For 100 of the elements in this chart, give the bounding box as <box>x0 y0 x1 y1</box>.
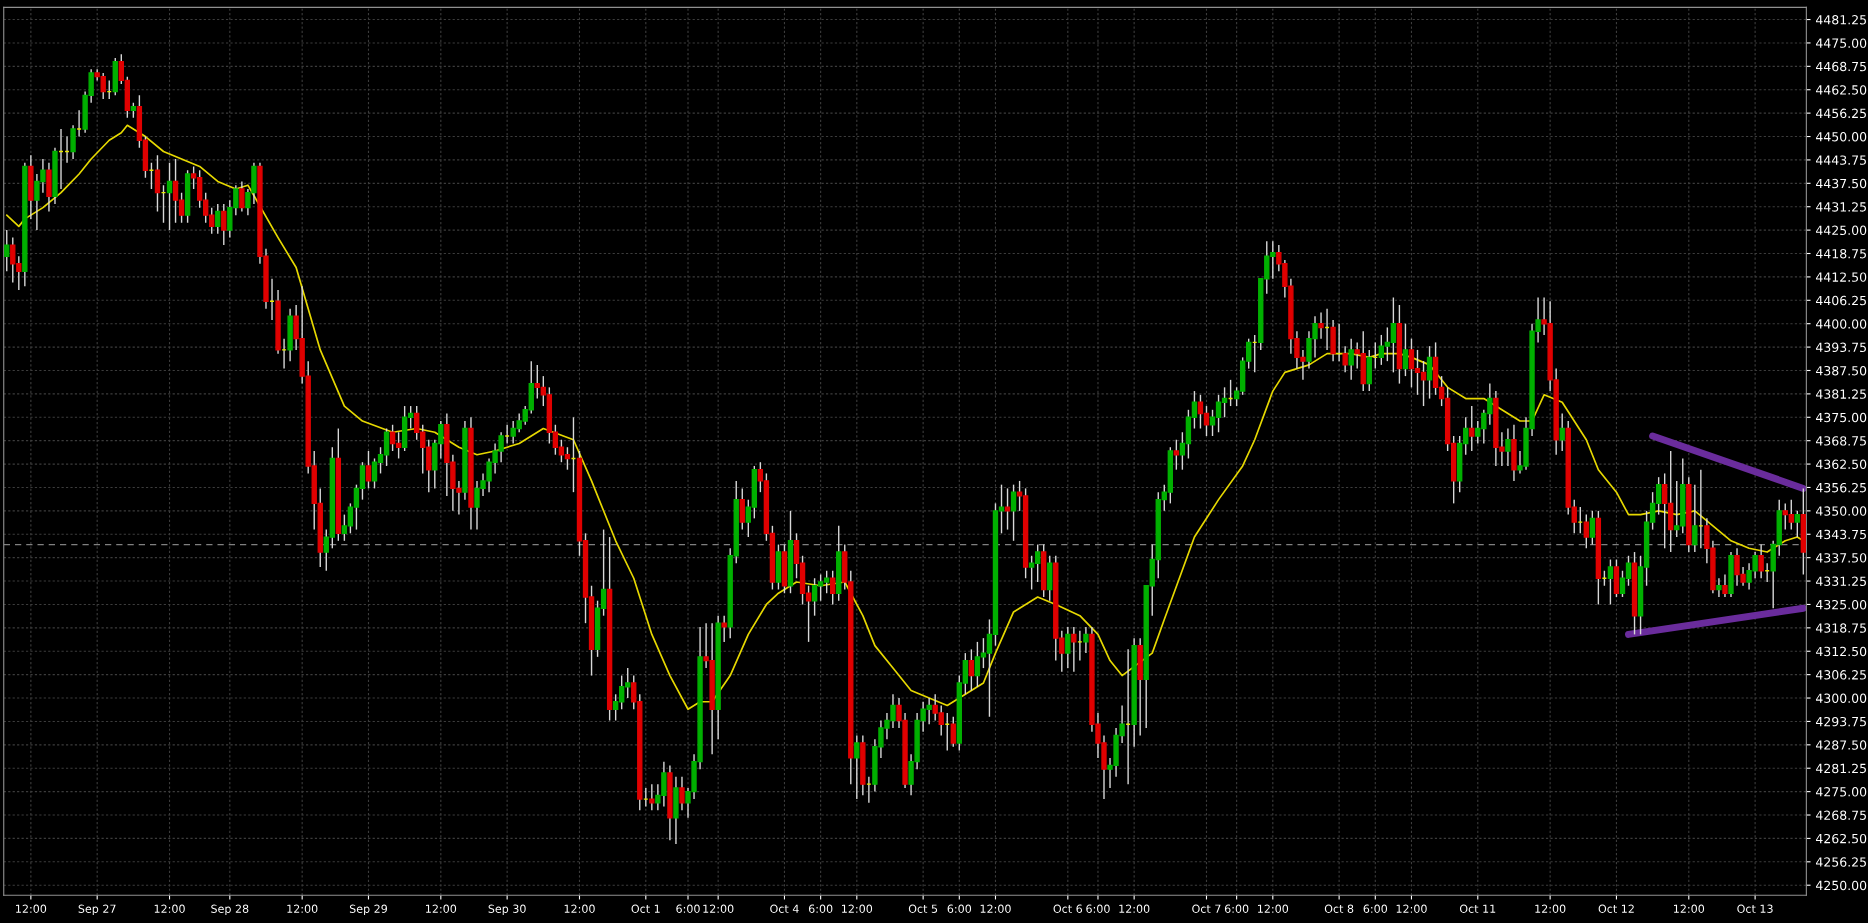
x-tick-label: 6:00 <box>1086 904 1110 913</box>
y-tick-label: 4481.25 <box>1816 15 1866 25</box>
y-tick-label: 4343.75 <box>1816 529 1866 540</box>
x-tick-label: Oct 12 <box>1598 904 1634 913</box>
x-tick-label: 12:00 <box>1674 904 1705 913</box>
candlestick <box>70 124 76 160</box>
y-tick-label: 4393.75 <box>1816 342 1866 353</box>
candlestick <box>1469 405 1475 452</box>
candlestick <box>1722 573 1728 598</box>
candlestick <box>4 229 10 272</box>
candlestick <box>154 154 161 213</box>
y-tick-label: 4262.50 <box>1816 833 1867 844</box>
x-tick-label: Oct 4 <box>770 904 799 913</box>
candlestick <box>1758 543 1764 579</box>
y-tick-label: 4400.00 <box>1816 319 1867 329</box>
x-tick-label: 12:00 <box>287 904 318 913</box>
x-tick-label: 6:00 <box>676 904 700 913</box>
x-tick-label: Oct 8 <box>1324 904 1354 913</box>
x-tick-label: 12:00 <box>980 904 1011 913</box>
candlestick <box>968 648 975 692</box>
x-tick-label: 12:00 <box>16 904 47 913</box>
x-tick-label: Sep 29 <box>349 904 387 916</box>
x-tick-label: Sep 28 <box>211 904 249 916</box>
candlestick <box>1004 487 1011 531</box>
y-tick-label: 4431.25 <box>1816 202 1866 212</box>
candlestick <box>1065 626 1071 669</box>
candlestick <box>1071 626 1077 673</box>
y-tick-label: 4450.00 <box>1816 132 1867 142</box>
y-tick-label: 4250.00 <box>1816 880 1867 891</box>
y-tick-label: 4456.25 <box>1816 108 1866 119</box>
y-tick-label: 4331.25 <box>1816 576 1866 586</box>
candlestick <box>1402 323 1409 377</box>
candlestick <box>239 180 245 213</box>
y-tick-label: 4462.50 <box>1816 85 1867 95</box>
x-tick-label: 12:00 <box>842 904 873 913</box>
candlestick <box>1342 345 1348 374</box>
x-tick-label: Oct 7 <box>1192 904 1221 913</box>
candlestick <box>1426 345 1433 400</box>
y-tick-label: 4375.00 <box>1816 412 1867 423</box>
candlestick <box>1794 510 1800 538</box>
x-tick-label: 12:00 <box>1119 904 1150 913</box>
x-tick-label: 12:00 <box>703 904 734 913</box>
candlestick <box>1318 311 1324 340</box>
y-tick-label: 4381.25 <box>1816 389 1866 399</box>
y-tick-label: 4468.75 <box>1816 61 1866 72</box>
x-tick-label: Oct 13 <box>1737 904 1773 913</box>
y-tick-label: 4362.50 <box>1816 459 1867 469</box>
candlestick <box>1083 626 1089 654</box>
y-tick-label: 4268.75 <box>1816 810 1866 820</box>
candlestick <box>950 716 956 748</box>
candlestick <box>1010 483 1017 542</box>
candlestick <box>1583 513 1589 549</box>
x-tick-label: 6:00 <box>808 904 833 913</box>
candlestick <box>739 487 745 531</box>
x-tick-label: Sep 30 <box>488 904 526 916</box>
x-tick-label: Oct 6 <box>1053 904 1083 913</box>
y-tick-label: 4418.75 <box>1816 248 1866 259</box>
x-tick-label: Oct 5 <box>908 904 938 913</box>
y-tick-label: 4406.25 <box>1816 295 1866 306</box>
candlestick <box>1505 427 1511 467</box>
y-tick-label: 4337.50 <box>1816 553 1867 563</box>
y-tick-label: 4312.50 <box>1816 646 1867 657</box>
y-tick-label: 4350.00 <box>1816 506 1867 516</box>
candlestick <box>1589 510 1596 546</box>
y-tick-label: 4425.00 <box>1816 225 1867 236</box>
y-tick-label: 4437.50 <box>1816 178 1867 189</box>
y-tick-label: 4325.00 <box>1816 599 1867 610</box>
y-tick-label: 4387.50 <box>1816 365 1867 376</box>
x-tick-label: Oct 11 <box>1459 904 1496 913</box>
candlestick <box>854 734 860 800</box>
y-tick-label: 4275.00 <box>1816 787 1867 797</box>
candlestick <box>1607 558 1614 606</box>
x-tick-label: 12:00 <box>1396 904 1427 913</box>
x-tick-label: 12:00 <box>1258 904 1289 913</box>
candlestick <box>830 570 836 606</box>
x-tick-label: 6:00 <box>1224 904 1249 913</box>
y-tick-label: 4256.25 <box>1816 857 1866 867</box>
y-tick-label: 4368.75 <box>1816 436 1866 446</box>
candlestick <box>221 203 227 246</box>
y-tick-label: 4287.50 <box>1816 740 1867 750</box>
x-tick-label: 12:00 <box>154 904 185 913</box>
y-tick-label: 4475.00 <box>1816 38 1867 48</box>
candlestick <box>649 783 655 812</box>
y-tick-label: 4306.25 <box>1816 670 1866 680</box>
y-tick-label: 4412.50 <box>1816 272 1867 282</box>
candlestick <box>365 450 372 490</box>
y-tick-label: 4300.00 <box>1816 693 1867 703</box>
y-tick-label: 4293.75 <box>1816 716 1866 727</box>
x-tick-label: 6:00 <box>1363 904 1388 913</box>
x-tick-label: Oct 1 <box>631 904 660 913</box>
candlestick <box>215 203 221 235</box>
y-tick-label: 4443.75 <box>1816 155 1866 165</box>
candlestick <box>1173 439 1180 471</box>
y-tick-label: 4318.75 <box>1816 623 1866 633</box>
candlestick <box>1692 483 1698 553</box>
x-tick-label: 12:00 <box>426 904 457 913</box>
candlestick <box>1348 337 1354 381</box>
candlestick <box>679 775 685 812</box>
candlestick <box>166 162 173 231</box>
candlestick <box>721 614 727 643</box>
